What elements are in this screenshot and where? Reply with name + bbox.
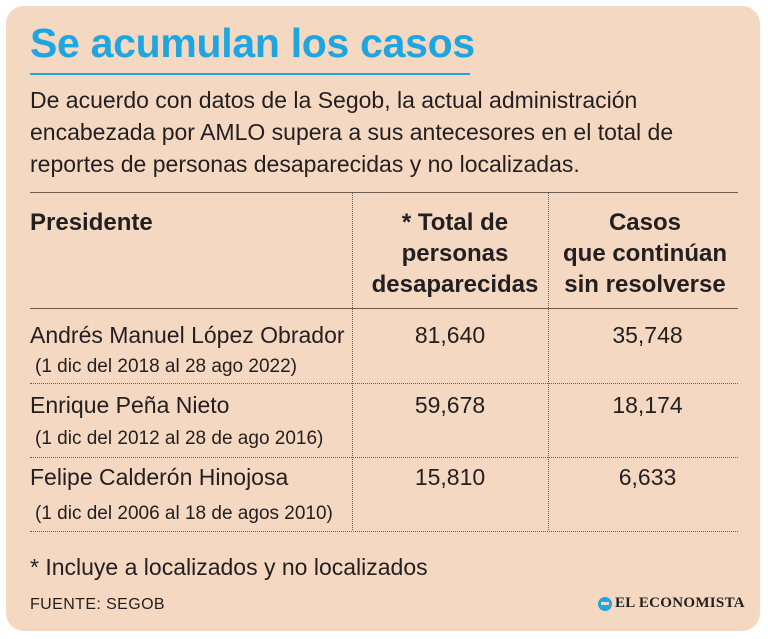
row-2-divider (30, 457, 738, 458)
row-3-unsolved: 6,633 (618, 464, 677, 490)
row-1-unsolved: 35,748 (612, 322, 683, 348)
footnote: * Incluye a localizados y no localizados (30, 554, 428, 580)
table-top-rule (30, 192, 738, 193)
header-total-line1: * Total de (401, 209, 509, 236)
row-2-name: Enrique Peña Nieto (30, 392, 230, 418)
header-unsolved-line3: sin resolverse (564, 271, 726, 298)
row-2-total: 59,678 (414, 392, 486, 418)
header-unsolved: Casos que continúan sin resolverse (552, 207, 738, 300)
row-1-name: Andrés Manuel López Obrador (30, 322, 345, 348)
row-3-name: Felipe Calderón Hinojosa (30, 464, 289, 490)
intro-paragraph: De acuerdo con datos de la Segob, la act… (30, 87, 674, 177)
header-unsolved-line2: que continúan (563, 240, 727, 267)
brand-name: EL ECONOMISTA (615, 595, 745, 611)
row-1-divider (30, 383, 738, 384)
page-title: Se acumulan los casos (30, 20, 475, 66)
column-divider-2 (548, 192, 549, 530)
header-total-line3: desaparecidas (371, 271, 539, 298)
title-underline (30, 73, 470, 75)
row-1-period: (1 dic del 2018 al 28 ago 2022) (35, 356, 297, 377)
row-3-divider (30, 531, 738, 532)
column-divider-1 (352, 192, 353, 530)
infographic-card (6, 6, 760, 631)
header-total-line2: personas (401, 240, 509, 267)
header-total: * Total de personas desaparecidas (360, 207, 550, 300)
row-3-total: 15,810 (414, 464, 486, 490)
header-rule (30, 308, 738, 309)
row-2-unsolved: 18,174 (612, 392, 683, 418)
row-3-period: (1 dic del 2006 al 18 de agos 2010) (35, 503, 333, 524)
header-unsolved-line1: Casos (608, 209, 682, 236)
row-1-total: 81,640 (414, 322, 486, 348)
row-2-period: (1 dic del 2012 al 28 de ago 2016) (35, 428, 324, 449)
source-credit: FUENTE: SEGOB (30, 596, 165, 613)
economista-logo-icon (598, 596, 612, 611)
brand-logo: EL ECONOMISTA (598, 595, 745, 612)
header-president: Presidente (30, 209, 153, 236)
